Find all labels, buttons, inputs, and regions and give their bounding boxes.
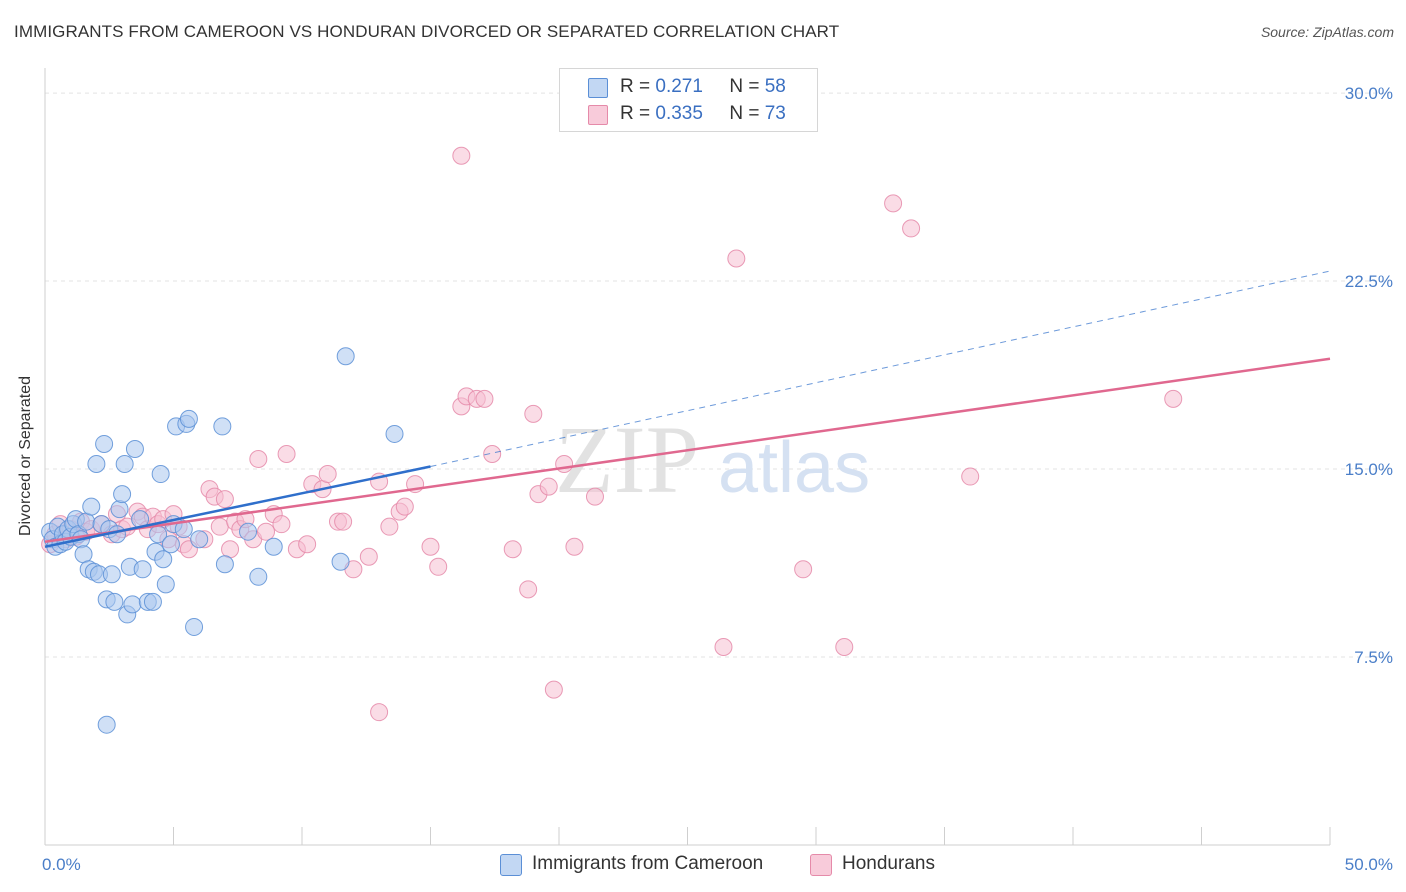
legend-r-label: R = xyxy=(620,76,651,97)
honduran-point xyxy=(359,547,378,566)
honduran-point xyxy=(519,580,538,599)
honduran-trend-line xyxy=(44,357,1331,543)
axes xyxy=(44,68,1331,846)
cameroon-point xyxy=(95,434,114,453)
legend-n-label: N = xyxy=(729,76,760,97)
cameroon-point xyxy=(174,520,193,539)
honduran-point xyxy=(714,637,733,656)
cameroon-point xyxy=(336,347,355,366)
legend-swatch-cameroon xyxy=(588,78,608,98)
legend-n-value: 58 xyxy=(764,76,786,97)
honduran-point xyxy=(249,450,268,469)
tick-labels: 7.5% 15.0% 22.5% 30.0% 0.0% 50.0% xyxy=(42,84,1393,874)
honduran-point xyxy=(370,703,389,722)
honduran-point xyxy=(452,146,471,165)
honduran-point xyxy=(544,680,563,699)
honduran-point xyxy=(539,477,558,496)
honduran-point xyxy=(524,404,543,423)
cameroon-point xyxy=(151,465,170,484)
cameroon-point xyxy=(264,537,283,556)
honduran-point xyxy=(565,537,584,556)
cameroon-point xyxy=(143,592,162,611)
honduran-point xyxy=(1164,389,1183,408)
x-tick-label: 0.0% xyxy=(42,855,81,874)
x-tick-label: 50.0% xyxy=(1345,855,1393,874)
y-tick-label: 22.5% xyxy=(1345,272,1393,291)
source-credit: Source: ZipAtlas.com xyxy=(1260,24,1394,40)
cameroon-point xyxy=(102,565,121,584)
cameroon-point xyxy=(190,530,209,549)
cameroon-point xyxy=(97,715,116,734)
legend-n-value: 73 xyxy=(764,103,786,124)
series-label-honduran: Hondurans xyxy=(842,853,935,874)
honduran-point xyxy=(503,540,522,559)
cameroon-point xyxy=(77,512,96,531)
series-swatch-honduran xyxy=(810,854,832,876)
honduran-point xyxy=(380,517,399,536)
gridlines xyxy=(45,92,1390,658)
cameroon-points xyxy=(41,347,404,734)
honduran-point xyxy=(727,249,746,268)
honduran-point xyxy=(421,537,440,556)
correlation-legend: R = 0.271 N = 58 R = 0.335 N = 73 xyxy=(559,68,818,132)
legend-swatch-honduran xyxy=(588,105,608,125)
cameroon-point xyxy=(185,617,204,636)
cameroon-point xyxy=(105,592,124,611)
cameroon-point xyxy=(385,424,404,443)
cameroon-point xyxy=(213,417,232,436)
cameroon-point xyxy=(87,455,106,474)
honduran-point xyxy=(257,522,276,541)
cameroon-point xyxy=(125,439,144,458)
honduran-point xyxy=(961,467,980,486)
cameroon-point xyxy=(156,575,175,594)
legend-r-value: 0.335 xyxy=(655,103,703,124)
honduran-point xyxy=(835,637,854,656)
watermark-atlas: atlas xyxy=(718,428,870,508)
cameroon-point xyxy=(82,497,101,516)
cameroon-point xyxy=(110,500,129,519)
cameroon-point xyxy=(115,455,134,474)
honduran-point xyxy=(395,497,414,516)
legend-r-value: 0.271 xyxy=(655,76,703,97)
cameroon-point xyxy=(123,595,142,614)
honduran-point xyxy=(475,389,494,408)
cameroon-point xyxy=(154,550,173,569)
honduran-point xyxy=(483,444,502,463)
cameroon-point xyxy=(215,555,234,574)
honduran-point xyxy=(429,557,448,576)
legend-r-label: R = xyxy=(620,103,651,124)
honduran-point xyxy=(902,219,921,238)
trend-lines xyxy=(44,270,1331,548)
cameroon-point xyxy=(161,535,180,554)
cameroon-point xyxy=(133,560,152,579)
chart-title: IMMIGRANTS FROM CAMEROON VS HONDURAN DIV… xyxy=(14,22,840,41)
y-tick-label: 15.0% xyxy=(1345,460,1393,479)
y-tick-label: 30.0% xyxy=(1345,84,1393,103)
honduran-point xyxy=(215,490,234,509)
cameroon-point xyxy=(239,522,258,541)
honduran-point xyxy=(334,512,353,531)
honduran-point xyxy=(318,465,337,484)
cameroon-point xyxy=(331,552,350,571)
cameroon-trend-line xyxy=(44,465,431,548)
honduran-point xyxy=(210,517,229,536)
honduran-point xyxy=(555,455,574,474)
series-swatch-cameroon xyxy=(500,854,522,876)
honduran-point xyxy=(884,194,903,213)
honduran-point xyxy=(221,540,240,559)
cameroon-point xyxy=(249,567,268,586)
honduran-point xyxy=(277,444,296,463)
honduran-point xyxy=(272,515,291,534)
series-label-cameroon: Immigrants from Cameroon xyxy=(532,853,764,874)
cameroon-point xyxy=(113,485,132,504)
series-legend: Immigrants from Cameroon Hondurans xyxy=(0,852,1406,878)
legend-n-label: N = xyxy=(729,103,760,124)
y-tick-label: 7.5% xyxy=(1354,648,1393,667)
honduran-point xyxy=(298,535,317,554)
cameroon-point xyxy=(74,545,93,564)
honduran-point xyxy=(794,560,813,579)
honduran-point xyxy=(585,487,604,506)
cameroon-point xyxy=(179,409,198,428)
